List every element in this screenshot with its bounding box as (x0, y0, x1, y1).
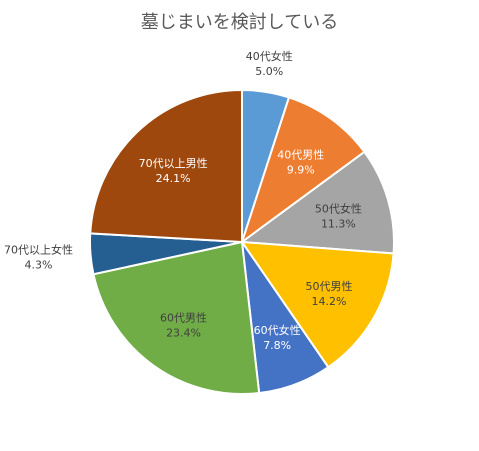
slice-value-label: 5.0% (255, 65, 283, 78)
slice-category-label: 40代女性 (246, 49, 293, 63)
chart-title: 墓じまいを検討している (140, 12, 339, 33)
slice-value-label: 23.4% (166, 327, 201, 340)
data-label-5: 60代男性 23.4% (160, 311, 207, 340)
slice-category-label: 60代女性 (254, 323, 301, 337)
slice-value-label: 9.9% (287, 164, 315, 177)
slice-category-label: 60代男性 (160, 311, 207, 325)
pie-slice-3 (239, 240, 395, 369)
slice-value-label: 7.8% (263, 339, 291, 352)
slice-value-label: 14.2% (312, 295, 347, 308)
data-label-7: 70代以上男性 24.1% (139, 156, 208, 185)
slice-category-label: 70代以上女性 (4, 243, 73, 257)
slice-category-label: 50代男性 (305, 279, 352, 293)
pie-slice-5 (92, 240, 261, 395)
slice-value-label: 11.3% (321, 217, 356, 230)
slice-category-label: 50代女性 (315, 201, 362, 215)
data-label-1: 40代男性 9.9% (277, 148, 324, 177)
data-label-4: 60代女性 7.8% (254, 323, 301, 352)
slice-category-label: 70代以上男性 (139, 156, 208, 170)
slice-value-label: 4.3% (25, 259, 53, 272)
pie-slice-7 (89, 88, 243, 244)
data-label-0: 40代女性 5.0% (246, 49, 293, 78)
slice-category-label: 40代男性 (277, 148, 324, 162)
data-label-2: 50代女性 11.3% (315, 201, 362, 230)
data-label-3: 50代男性 14.2% (305, 279, 352, 308)
pie-slice-1 (240, 96, 366, 245)
slice-value-label: 24.1% (156, 172, 191, 185)
pie-slice-2 (239, 150, 395, 255)
data-label-6: 70代以上女性 4.3% (4, 243, 73, 272)
